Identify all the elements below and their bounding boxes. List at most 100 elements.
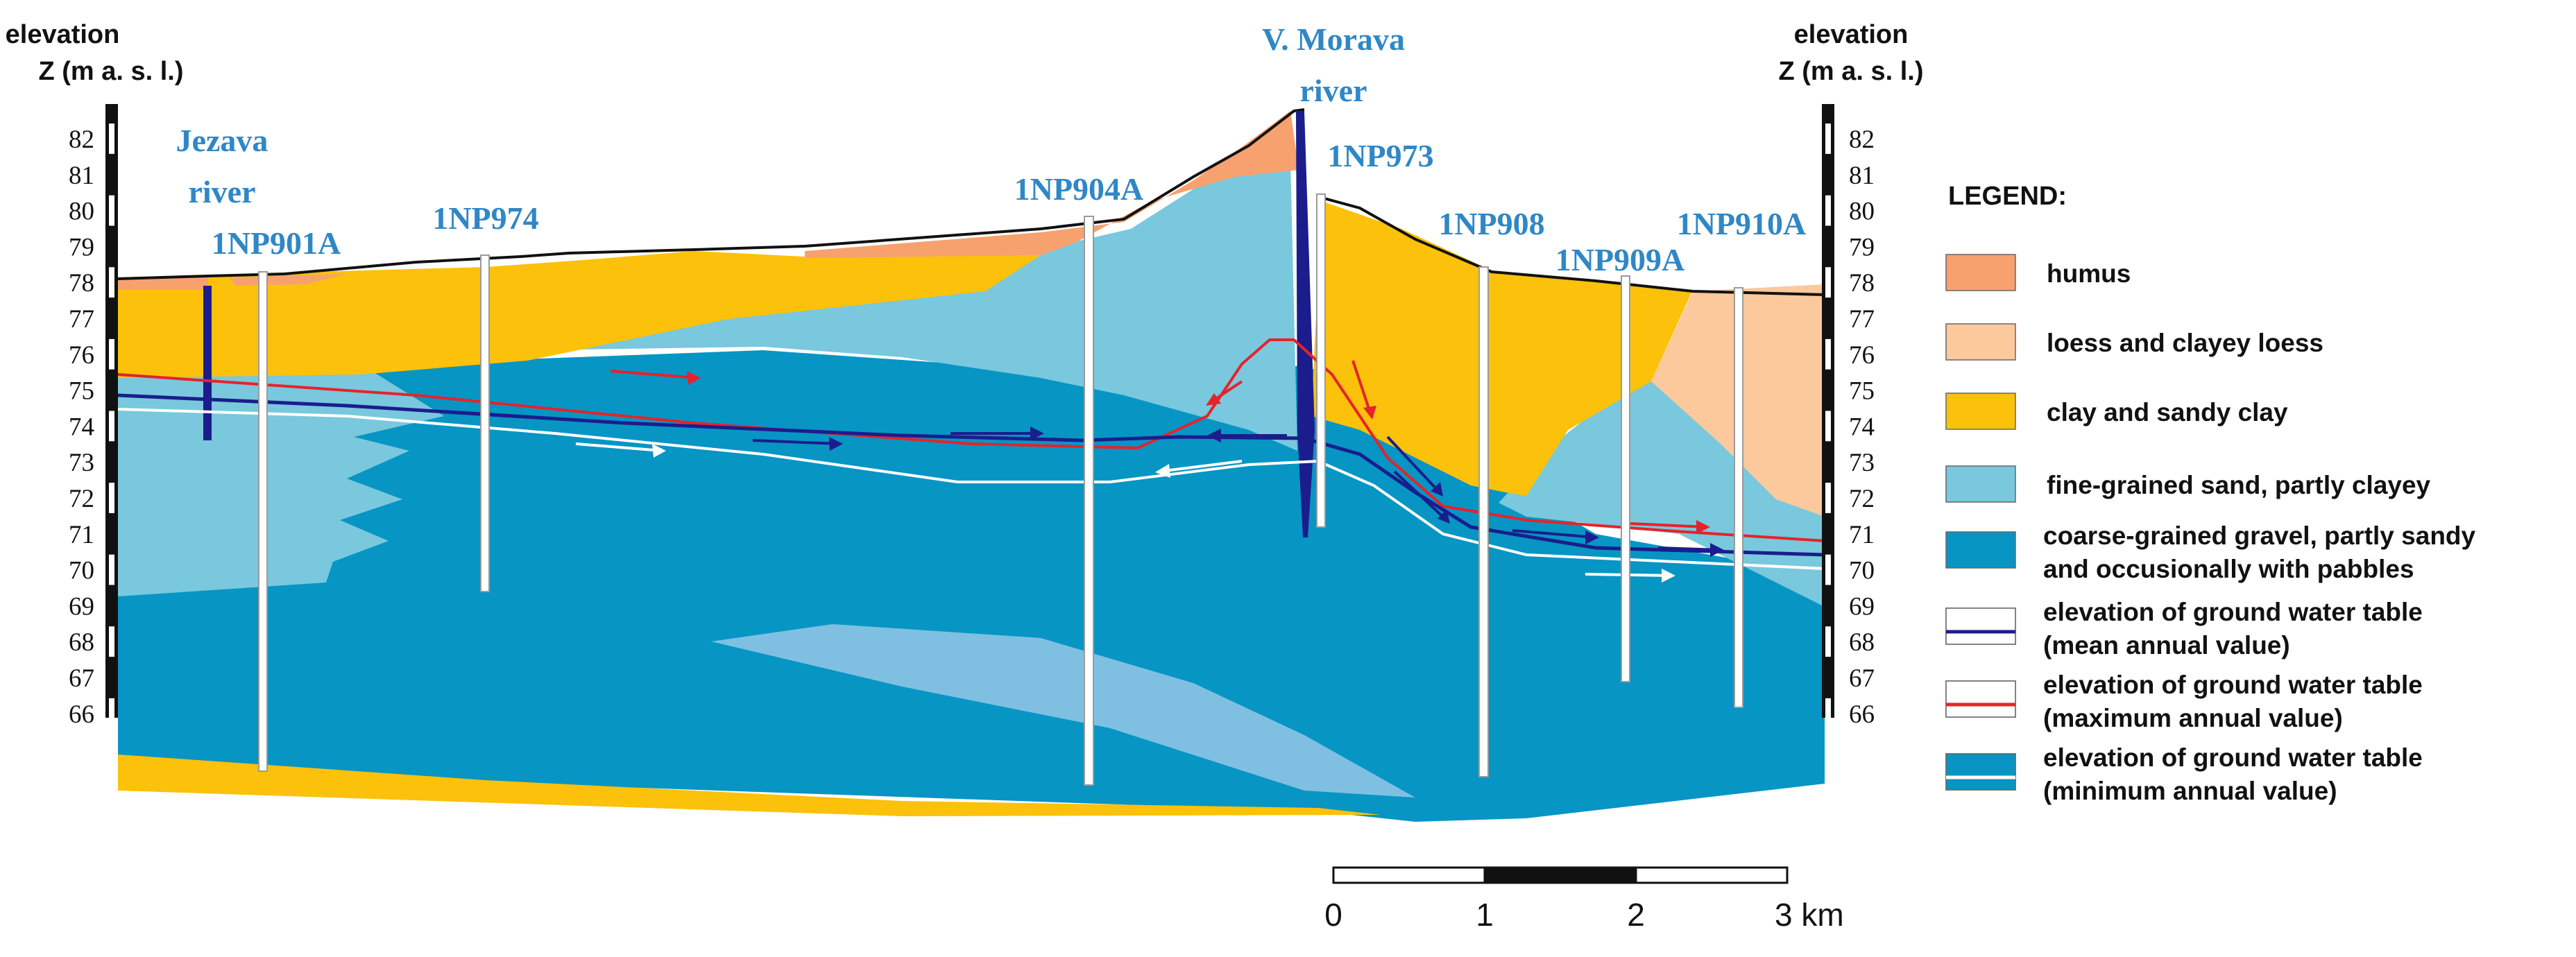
axis-ruler-segment bbox=[109, 195, 114, 226]
river-labels: Jezava river V. Morava river bbox=[176, 21, 1405, 209]
legend-item: elevation of ground water table (mean ann… bbox=[1945, 598, 2423, 659]
well-1NP901A bbox=[258, 271, 268, 772]
flow-arrow-head bbox=[1662, 569, 1675, 583]
axis-tick-label: 69 bbox=[1849, 592, 1875, 621]
axis-tick-label: 67 bbox=[69, 664, 94, 693]
flow-arrow-head bbox=[652, 444, 666, 458]
flow-arrow-head bbox=[1438, 509, 1450, 524]
axis-tick-label: 74 bbox=[1849, 413, 1875, 441]
axis-tick-label: 72 bbox=[1849, 485, 1875, 513]
flow-arrows bbox=[575, 360, 1724, 583]
flow-arrow bbox=[1393, 470, 1448, 521]
well-1NP904A bbox=[1084, 216, 1094, 786]
wells bbox=[258, 193, 1743, 786]
left-axis-tick-labels: 82 81 80 79 78 77 76 75 74 73 72 71 70 69 68 67 66 bbox=[69, 126, 94, 729]
scale-label: 2 bbox=[1627, 897, 1645, 933]
legend-swatch bbox=[1945, 393, 2016, 430]
axis-ruler-segment bbox=[1825, 123, 1831, 154]
well-label: 1NP973 bbox=[1327, 138, 1433, 173]
flow-arrow bbox=[1351, 360, 1372, 413]
legend-label: elevation of ground water table bbox=[2043, 671, 2423, 699]
cross-section bbox=[117, 108, 1825, 822]
axis-tick-label: 77 bbox=[69, 305, 94, 334]
well-label: 1NP908 bbox=[1438, 206, 1544, 241]
layer-clay-left bbox=[118, 251, 1041, 378]
flow-arrow bbox=[575, 442, 663, 452]
legend-swatch bbox=[1945, 531, 2016, 569]
legend: LEGEND: humus loess and clayey loess clay … bbox=[1945, 182, 2476, 805]
legend-label: fine-grained sand, partly clayey bbox=[2047, 471, 2431, 499]
axis-tick-label: 76 bbox=[1849, 341, 1875, 370]
flow-arrow bbox=[610, 370, 698, 379]
axis-ruler-segment bbox=[109, 483, 114, 513]
axis-ruler-segment bbox=[109, 554, 114, 585]
axis-tick-label: 73 bbox=[69, 449, 94, 477]
axis-tick-label: 67 bbox=[1849, 664, 1875, 693]
legend-item: clay and sandy clay bbox=[1945, 393, 2288, 430]
axis-ruler-segment bbox=[109, 267, 114, 298]
axis-tick-label: 69 bbox=[69, 592, 94, 621]
legend-label: (maximum annual value) bbox=[2043, 704, 2343, 732]
layer-fine-sand-left bbox=[118, 364, 444, 596]
legend-label: loess and clayey loess bbox=[2047, 329, 2323, 357]
legend-swatch bbox=[1945, 254, 2016, 291]
axis-tick-label: 71 bbox=[1849, 521, 1875, 549]
axis-tick-label: 74 bbox=[69, 413, 94, 441]
legend-swatch bbox=[1945, 323, 2016, 361]
flow-arrow bbox=[1512, 529, 1596, 539]
legend-item: elevation of ground water table (maximum … bbox=[1945, 671, 2423, 732]
legend-label: and occusionally with pabbles bbox=[2043, 555, 2414, 583]
flow-arrow bbox=[1158, 460, 1243, 473]
well-labels: 1NP901A 1NP974 1NP904A 1NP973 1NP908 1NP… bbox=[212, 138, 1807, 277]
legend-item: coarse-grained gravel, partly sandy and o… bbox=[1945, 521, 2476, 583]
well-1NP909A bbox=[1621, 275, 1630, 682]
left-axis-title-line1: elevation bbox=[6, 20, 120, 49]
axis-tick-label: 77 bbox=[1849, 305, 1875, 334]
right-axis-title-line1: elevation bbox=[1794, 20, 1909, 49]
legend-label: clay and sandy clay bbox=[2047, 398, 2288, 426]
axis-tick-label: 79 bbox=[69, 233, 94, 261]
axis-tick-label: 78 bbox=[69, 269, 94, 298]
flow-arrow bbox=[1630, 522, 1707, 528]
flow-arrow-head bbox=[1030, 426, 1044, 440]
river-morava-line1: V. Morava bbox=[1262, 21, 1405, 57]
axis-tick-label: 66 bbox=[1849, 700, 1875, 729]
flow-arrow-head bbox=[1431, 482, 1443, 497]
axis-tick-label: 71 bbox=[69, 521, 94, 549]
layer-fine-sand-central bbox=[527, 160, 1297, 451]
axis-tick-label: 79 bbox=[1849, 233, 1875, 261]
well-label: 1NP974 bbox=[432, 200, 538, 236]
axis-tick-label: 81 bbox=[69, 162, 94, 190]
scale-label: 3 km bbox=[1775, 897, 1844, 933]
legend-swatch-bg bbox=[1945, 753, 2016, 791]
flow-arrow-head bbox=[1207, 429, 1221, 442]
right-axis: elevation Z (m a. s. l.) 82 81 80 79 78 77 76 7… bbox=[1778, 20, 1923, 729]
layer-humus-left bbox=[118, 277, 208, 290]
left-axis-title-line2: Z (m a. s. l.) bbox=[38, 57, 183, 86]
axis-tick-label: 78 bbox=[1849, 269, 1875, 298]
jezava-river-channel bbox=[203, 286, 212, 440]
legend-swatch-bg bbox=[1945, 607, 2016, 645]
flow-arrow bbox=[1386, 436, 1441, 494]
axis-tick-label: 81 bbox=[1849, 162, 1875, 190]
axis-ruler-segment bbox=[1825, 554, 1831, 585]
legend-label: (minimum annual value) bbox=[2043, 777, 2337, 805]
axis-tick-label: 70 bbox=[1849, 557, 1875, 585]
flow-arrow-head bbox=[1363, 406, 1376, 420]
well-1NP974 bbox=[480, 255, 490, 592]
legend-label: (mean annual value) bbox=[2043, 631, 2290, 659]
legend-item: fine-grained sand, partly clayey bbox=[1945, 465, 2431, 503]
flow-arrow-head bbox=[1585, 531, 1599, 544]
river-jezava-line2: river bbox=[188, 174, 255, 209]
legend-title: LEGEND: bbox=[1948, 182, 2067, 211]
axis-tick-label: 73 bbox=[1849, 449, 1875, 477]
legend-label: humus bbox=[2047, 259, 2131, 288]
axis-ruler-segment bbox=[109, 338, 114, 370]
well-1NP908 bbox=[1478, 266, 1489, 777]
layer-humus-central bbox=[805, 111, 1299, 258]
flow-arrow-head bbox=[1155, 464, 1170, 478]
axis-ruler-segment bbox=[109, 123, 114, 154]
axis-tick-label: 75 bbox=[69, 377, 94, 406]
layer-bottom-clay bbox=[118, 755, 1381, 816]
right-axis-tick-labels: 82 81 80 79 78 77 76 75 74 73 72 71 70 69 68 67 66 bbox=[1849, 126, 1875, 729]
